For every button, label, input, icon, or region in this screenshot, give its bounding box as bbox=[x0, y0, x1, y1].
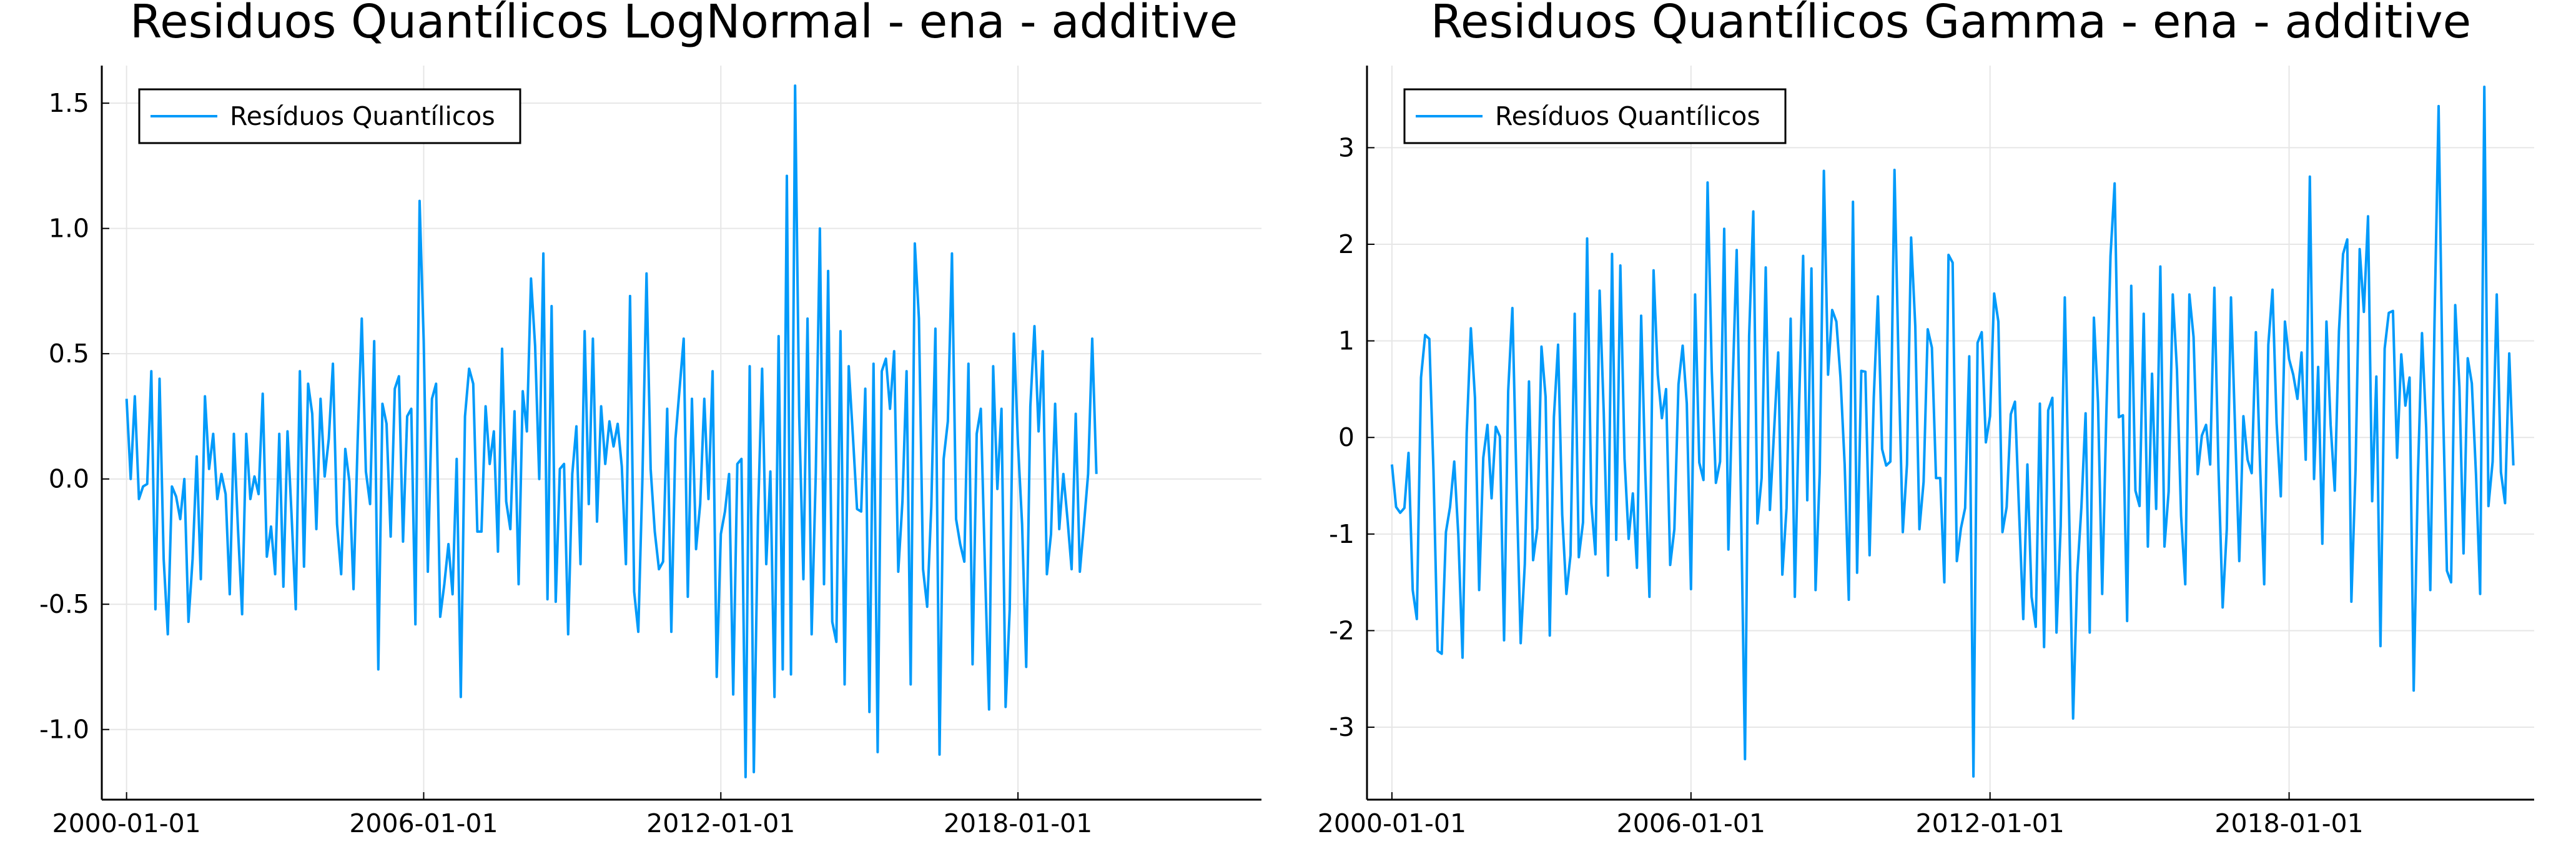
x-tick-label: 2000-01-01 bbox=[1318, 808, 1466, 838]
x-tick-label: 2012-01-01 bbox=[1916, 808, 2065, 838]
y-tick-label: -1.0 bbox=[39, 715, 89, 745]
y-tick-label: 1.5 bbox=[49, 88, 89, 118]
y-tick-label: 1 bbox=[1338, 326, 1355, 356]
y-tick-labels: -1.0 -0.5 0.0 0.5 1.0 1.5 bbox=[39, 88, 89, 745]
legend-label: Resíduos Quantílicos bbox=[230, 101, 495, 131]
y-tick-label: 3 bbox=[1338, 132, 1355, 162]
x-tick-label: 2018-01-01 bbox=[2214, 808, 2363, 838]
y-tick-label: -3 bbox=[1329, 712, 1355, 742]
y-tick-label: 0.5 bbox=[49, 339, 89, 369]
axes bbox=[1366, 66, 2534, 801]
y-tick-label: 0.0 bbox=[49, 464, 89, 494]
series-layer bbox=[1390, 86, 2515, 778]
chart-lognormal: Residuos Quantílicos LogNormal - ena - a… bbox=[39, 0, 1261, 838]
y-tick-label: -2 bbox=[1329, 615, 1355, 645]
axes bbox=[101, 66, 1261, 801]
y-tick-label: 1.0 bbox=[49, 214, 89, 244]
x-tick-labels: 2000-01-01 2006-01-01 2012-01-01 2018-01-01 bbox=[1318, 808, 2364, 838]
legend: Resíduos Quantílicos bbox=[138, 88, 521, 144]
chart-title: Residuos Quantílicos LogNormal - ena - a… bbox=[130, 0, 1238, 49]
x-tick-label: 2012-01-01 bbox=[646, 808, 795, 838]
chart-title: Residuos Quantílicos Gamma - ena - addit… bbox=[1431, 0, 2471, 49]
y-tick-labels: -3 -2 -1 0 1 2 3 bbox=[1329, 132, 1355, 742]
x-tick-label: 2000-01-01 bbox=[52, 808, 201, 838]
y-tick-label: -1 bbox=[1329, 519, 1355, 549]
series-line bbox=[1390, 86, 2515, 778]
grid bbox=[1367, 66, 2534, 800]
grid bbox=[102, 66, 1261, 800]
x-tick-labels: 2000-01-01 2006-01-01 2012-01-01 2018-01-01 bbox=[52, 808, 1093, 838]
legend-label: Resíduos Quantílicos bbox=[1495, 101, 1760, 131]
series-layer bbox=[125, 84, 1098, 778]
y-tick-label: 2 bbox=[1338, 229, 1355, 259]
x-tick-label: 2006-01-01 bbox=[349, 808, 498, 838]
x-tick-label: 2006-01-01 bbox=[1617, 808, 1765, 838]
series-line bbox=[125, 84, 1098, 778]
x-tick-label: 2018-01-01 bbox=[944, 808, 1092, 838]
y-tick-label: -0.5 bbox=[39, 589, 89, 619]
legend: Resíduos Quantílicos bbox=[1403, 88, 1787, 144]
y-tick-label: 0 bbox=[1338, 422, 1355, 452]
chart-gamma: Residuos Quantílicos Gamma - ena - addit… bbox=[1318, 0, 2534, 838]
